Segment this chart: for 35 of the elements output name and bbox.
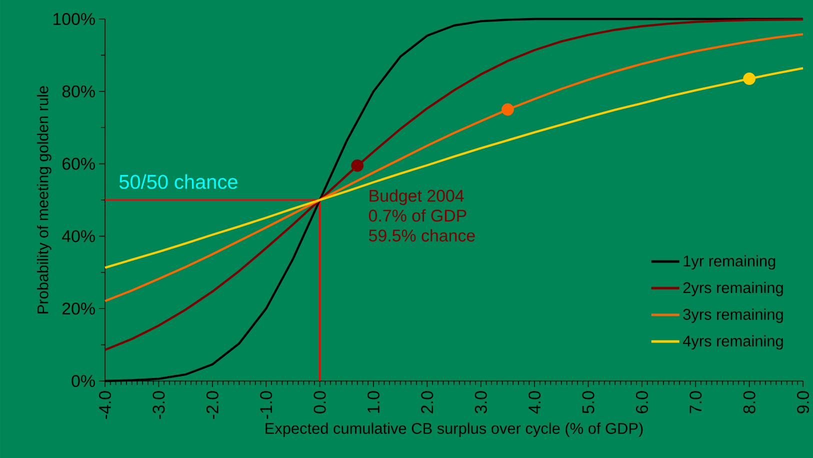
legend-label: 2yrs remaining <box>683 282 783 296</box>
x-axis-title: Expected cumulative CB surplus over cycle (% of GDP) <box>266 422 643 437</box>
x-tick-label: 1.0 <box>367 391 380 413</box>
annotation: 50/50 chance <box>119 174 238 189</box>
legend-label: 3yrs remaining <box>683 308 783 323</box>
y-axis-title: Probability of meeting golden rule <box>36 86 52 314</box>
x-tick-label: 5.0 <box>582 391 594 414</box>
point <box>502 103 514 116</box>
x-tick-label: -3.0 <box>152 391 165 419</box>
x-tick-label: 6.0 <box>636 391 648 414</box>
y-tick-label: 100% <box>53 13 95 25</box>
y-tick-label: 40% <box>62 230 95 242</box>
x-tick-label: 3.0 <box>474 391 487 414</box>
x-tick-label: 7.0 <box>690 391 702 414</box>
x-tick-label: -1.0 <box>260 391 272 419</box>
point <box>351 159 364 172</box>
annotation: 0.7% of GDP <box>368 209 466 222</box>
y-tick-label: 0% <box>72 374 95 387</box>
legend-label: 1yr remaining <box>684 255 776 270</box>
x-tick-label: 9.0 <box>797 391 810 414</box>
line-series <box>104 67 804 269</box>
y-tick-label: 60% <box>62 158 95 170</box>
x-tick-label: 4.0 <box>528 391 541 414</box>
x-tick-label: 8.0 <box>743 391 756 414</box>
annotation: Budget 2004 <box>370 189 464 206</box>
x-tick-label: -2.0 <box>206 391 218 419</box>
annotation: 59.5% chance <box>368 229 475 242</box>
y-tick-label: 80% <box>62 85 95 98</box>
x-tick-label: -4.0 <box>99 391 112 419</box>
legend-label: 4yrs remaining <box>682 335 783 350</box>
line-series <box>104 33 804 302</box>
x-tick-label: 2.0 <box>421 391 434 414</box>
y-tick-label: 20% <box>62 302 95 315</box>
point <box>743 72 756 85</box>
x-tick-label: 0.0 <box>314 391 326 414</box>
